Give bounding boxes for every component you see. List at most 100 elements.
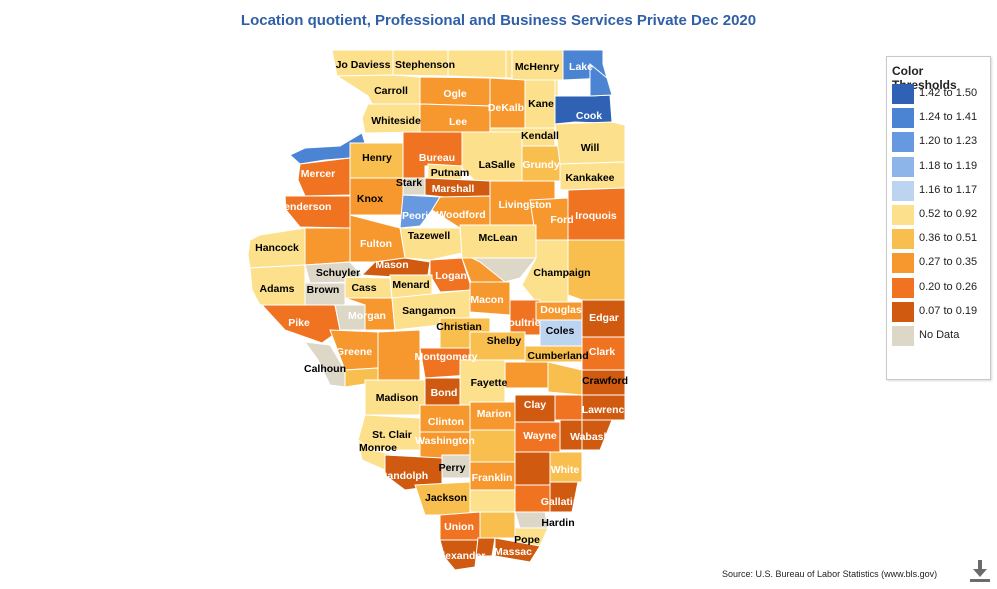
county-label: Fulton	[360, 238, 392, 250]
county-label: Carroll	[374, 85, 408, 97]
download-icon[interactable]	[968, 558, 992, 584]
county-label: Hardin	[541, 517, 574, 529]
county-hamilton[interactable]	[514, 451, 551, 486]
county-label: Clinton	[428, 416, 464, 428]
county-wabash[interactable]	[581, 419, 613, 451]
county-label: Clark	[589, 346, 615, 358]
legend-swatch	[892, 156, 914, 177]
county-label: Lee	[449, 116, 467, 128]
county-peoria[interactable]	[399, 194, 441, 229]
county-label: Jackson	[425, 492, 467, 504]
county-massac[interactable]	[494, 537, 541, 563]
county-label: Calhoun	[304, 363, 346, 375]
county-richland[interactable]	[554, 394, 583, 421]
county-label: Wayne	[523, 430, 557, 442]
county-label: St. Clair	[372, 429, 412, 441]
source-note: Source: U.S. Bureau of Labor Statistics …	[722, 569, 938, 579]
county-label: Alexander	[435, 550, 486, 562]
legend-item: 0.36 to 0.51	[892, 229, 990, 250]
county-label: Bureau	[419, 152, 455, 164]
county-label: Madison	[376, 392, 419, 404]
county-label: Cumberland	[527, 350, 588, 362]
county-label: Randolph	[380, 470, 428, 482]
legend-swatch	[892, 84, 914, 104]
county-williamson[interactable]	[469, 489, 516, 513]
county-label: Fayette	[471, 377, 508, 389]
county-label: Henderson	[277, 201, 332, 213]
county-label: Moultrie	[500, 317, 541, 329]
county-label: Brown	[307, 284, 340, 296]
county-label: Sangamon	[402, 305, 456, 317]
county-label: Morgan	[348, 310, 386, 322]
county-label: Bond	[431, 387, 458, 399]
county-piatt[interactable]	[471, 257, 538, 283]
county-jefferson[interactable]	[469, 429, 516, 463]
county-label: Schuyler	[316, 267, 360, 279]
county-pulaski[interactable]	[475, 537, 496, 557]
legend-label: 1.18 to 1.19	[919, 159, 978, 172]
county-label: Pope	[514, 534, 540, 546]
legend-item: 0.20 to 0.26	[892, 277, 990, 298]
county-label: Mercer	[301, 168, 335, 180]
legend-item: 1.24 to 1.41	[892, 108, 990, 129]
county-pike[interactable]	[260, 304, 341, 344]
county-label: Gallatin	[541, 496, 580, 508]
county-label: Adams	[259, 283, 294, 295]
county-gallatin[interactable]	[549, 481, 579, 513]
legend-label: 1.16 to 1.17	[919, 183, 978, 196]
county-lasalle[interactable]	[461, 131, 523, 182]
county-label: Stephenson	[395, 59, 455, 71]
legend-label: 0.27 to 0.35	[919, 256, 978, 269]
legend-swatch	[892, 132, 914, 153]
county-johnson[interactable]	[479, 511, 516, 539]
legend-swatch	[892, 205, 914, 225]
county-alexander[interactable]	[439, 539, 479, 571]
county-lake[interactable]	[589, 62, 613, 97]
county-will[interactable]	[554, 121, 626, 165]
county-boone[interactable]	[505, 49, 513, 79]
county-label: Kankakee	[565, 172, 614, 184]
county-label: DeKalb	[488, 102, 524, 114]
county-label: Whiteside	[371, 115, 421, 127]
county-effingham[interactable]	[504, 361, 549, 389]
legend-label: 0.20 to 0.26	[919, 280, 978, 293]
legend-item: 1.42 to 1.50	[892, 84, 990, 104]
legend-swatch	[892, 326, 914, 346]
legend-label: 0.07 to 0.19	[919, 304, 978, 317]
county-label: Ford	[550, 214, 573, 226]
county-label: Crawford	[582, 375, 628, 387]
county-label: Perry	[439, 462, 466, 474]
legend-item: No Data	[892, 326, 990, 346]
legend-item: 0.27 to 0.35	[892, 253, 990, 274]
county-white[interactable]	[549, 451, 583, 483]
county-label: Hancock	[255, 242, 299, 254]
legend-item: 1.16 to 1.17	[892, 180, 990, 201]
county-winnebago[interactable]	[447, 49, 507, 79]
county-label: Edgar	[589, 312, 619, 324]
county-label: Shelby	[487, 335, 522, 347]
county-label: Marion	[477, 408, 511, 420]
county-label: Washington	[415, 435, 475, 447]
county-label: Massac	[494, 546, 532, 558]
county-label: Putnam	[431, 167, 470, 179]
legend-item: 1.20 to 1.23	[892, 132, 990, 153]
county-mcdonough[interactable]	[304, 227, 351, 266]
legend-swatch	[892, 277, 914, 298]
legend-swatch	[892, 108, 914, 129]
county-st-clair[interactable]	[357, 414, 421, 451]
legend-swatch	[892, 180, 914, 201]
county-label: Pike	[288, 317, 310, 329]
county-label: White	[551, 464, 580, 476]
county-label: Lake	[569, 61, 593, 73]
county-label: McHenry	[515, 61, 560, 73]
county-label: Franklin	[472, 472, 513, 484]
county-morgan[interactable]	[344, 297, 396, 331]
county-label: Cook	[576, 110, 602, 122]
county-whiteside[interactable]	[361, 103, 421, 134]
county-jasper[interactable]	[547, 361, 583, 396]
legend-label: 0.52 to 0.92	[919, 208, 978, 220]
county-label: Greene	[336, 346, 372, 358]
county-label: Mason	[375, 259, 408, 271]
county-label: Livingston	[498, 199, 551, 211]
